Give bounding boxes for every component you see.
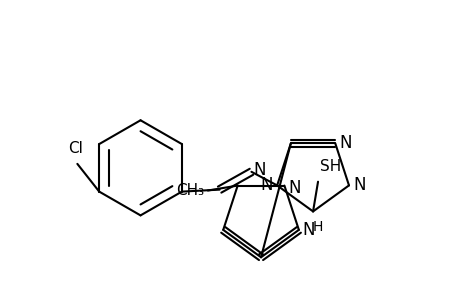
- Text: H: H: [312, 220, 322, 234]
- Text: N: N: [288, 178, 300, 196]
- Text: N: N: [352, 176, 364, 194]
- Text: CH₃: CH₃: [175, 183, 203, 198]
- Text: N: N: [253, 161, 265, 179]
- Text: N: N: [338, 134, 351, 152]
- Text: SH: SH: [319, 159, 341, 174]
- Text: N: N: [260, 176, 273, 194]
- Text: Cl: Cl: [68, 141, 83, 156]
- Text: N: N: [302, 221, 315, 239]
